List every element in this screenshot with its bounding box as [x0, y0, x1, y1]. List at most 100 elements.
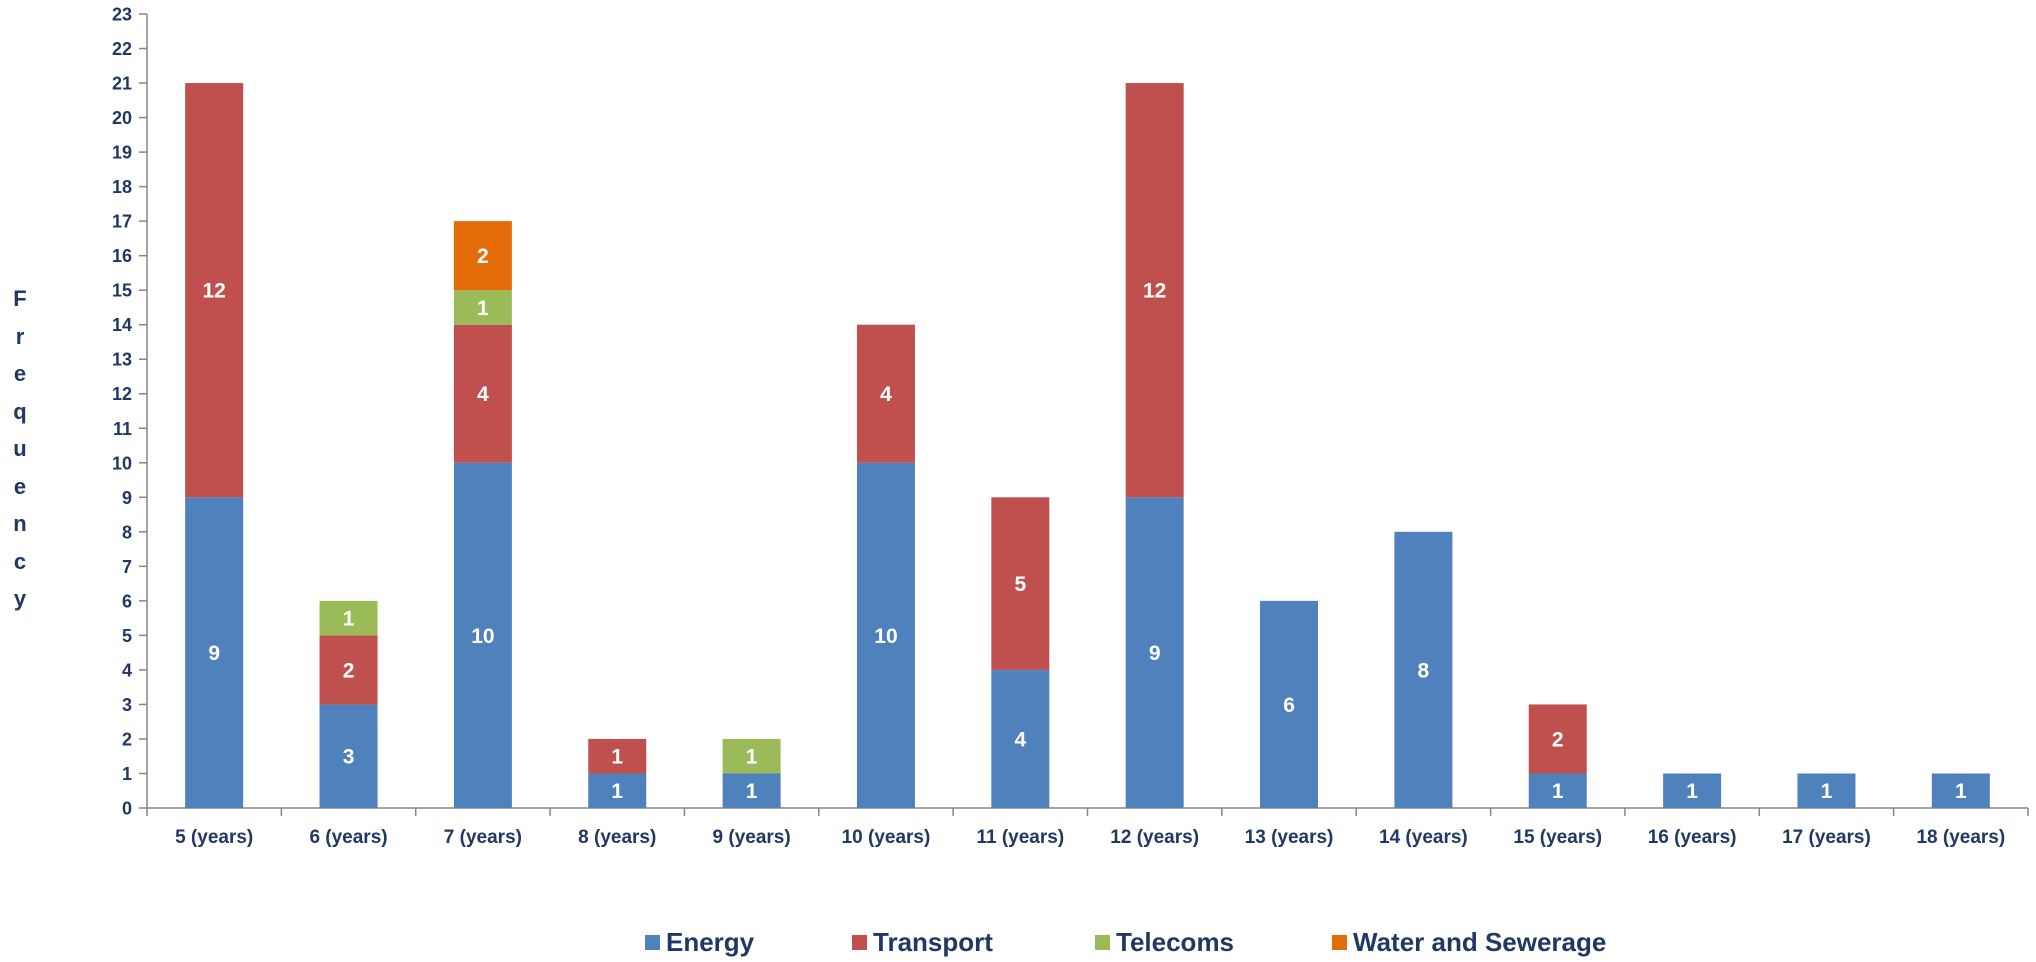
y-tick-label: 4: [122, 660, 132, 680]
bar-segment: [588, 738, 647, 774]
bar-segment: [1260, 600, 1319, 808]
bar-segment: [991, 497, 1050, 670]
bar-segment: [453, 290, 512, 325]
bar-segment: [185, 497, 244, 808]
y-tick-label: 2: [122, 729, 132, 749]
bar-segment: [319, 600, 378, 636]
x-tick-label: 9 (years): [713, 827, 791, 848]
data-label: 1: [611, 780, 623, 803]
bar-segment: [856, 462, 915, 808]
y-tick-label: 7: [122, 557, 132, 577]
legend-swatch: [1095, 934, 1110, 950]
x-tick-label: 14 (years): [1379, 827, 1468, 848]
y-tick-label: 15: [112, 281, 132, 301]
y-axis-label-char: e: [13, 361, 27, 386]
y-tick-label: 19: [112, 143, 132, 163]
chart-legend: Energy Transport Telecoms Water and Sewerag…: [0, 922, 2036, 962]
data-label: 1: [746, 746, 758, 769]
x-tick-label: 12 (years): [1110, 827, 1199, 848]
x-tick-label: 17 (years): [1782, 827, 1871, 848]
y-tick-label: 8: [122, 522, 132, 542]
x-tick-label: 5 (years): [175, 827, 253, 848]
legend-item: Transport: [852, 922, 993, 962]
y-tick-label: 3: [122, 695, 132, 715]
bar-segment: [1528, 704, 1587, 774]
data-label: 2: [343, 659, 355, 682]
y-axis-label-char: r: [15, 323, 25, 349]
bar-segment: [991, 669, 1050, 808]
legend-item: Water and Sewerage: [1332, 922, 1606, 962]
data-label: 4: [1014, 728, 1026, 751]
data-label: 10: [471, 625, 494, 648]
y-tick-label: 17: [112, 212, 132, 232]
y-tick-label: 23: [112, 5, 132, 25]
legend-label: Telecoms: [1116, 926, 1235, 957]
y-tick-label: 12: [112, 384, 132, 404]
x-tick-label: 16 (years): [1648, 827, 1737, 848]
y-tick-label: 9: [122, 488, 132, 508]
bar-segment: [1125, 83, 1184, 498]
y-tick-label: 14: [112, 315, 132, 335]
data-label: 12: [202, 280, 225, 303]
data-label: 2: [477, 245, 489, 268]
data-label: 4: [880, 383, 892, 406]
bar-segment: [319, 704, 378, 808]
y-tick-label: 0: [122, 799, 132, 819]
data-label: 2: [1552, 728, 1564, 751]
bar-segment: [185, 83, 244, 498]
data-label: 6: [1283, 694, 1295, 717]
bar-segment: [453, 221, 512, 291]
y-tick-label: 11: [113, 419, 132, 439]
data-label: 1: [1955, 780, 1967, 803]
data-label: 9: [208, 642, 220, 665]
y-tick-label: 16: [112, 246, 132, 266]
legend-swatch: [645, 934, 660, 950]
y-axis-label-char: c: [13, 548, 27, 574]
data-label: 5: [1014, 573, 1026, 596]
bar-segment: [1797, 773, 1856, 808]
data-label: 8: [1418, 659, 1430, 682]
legend-item: Telecoms: [1095, 922, 1234, 962]
data-label: 1: [611, 746, 623, 769]
y-axis-label-char: y: [13, 586, 27, 611]
y-tick-label: 21: [112, 74, 132, 94]
x-tick-label: 10 (years): [842, 827, 931, 848]
data-label: 1: [1686, 780, 1698, 803]
y-tick-label: 18: [112, 177, 132, 197]
y-tick-label: 1: [122, 764, 132, 784]
y-axis-label-char: u: [13, 436, 27, 461]
x-tick-label: 7 (years): [444, 827, 522, 848]
data-label: 10: [874, 625, 897, 648]
bar-segment: [1931, 773, 1990, 808]
y-tick-label: 6: [122, 591, 132, 611]
bar-segment: [453, 324, 512, 463]
bar-segment: [1528, 773, 1587, 808]
bar-segment: [453, 462, 512, 808]
y-axis-label-char: F: [13, 286, 27, 311]
data-label: 1: [343, 608, 355, 631]
bar-segment: [1125, 497, 1184, 808]
legend-item: Energy: [645, 922, 754, 962]
y-tick-label: 13: [112, 350, 132, 370]
legend-label: Transport: [873, 926, 993, 957]
legend-swatch: [1332, 934, 1347, 950]
data-label: 3: [343, 746, 355, 769]
bar-segment: [588, 773, 647, 808]
x-tick-label: 6 (years): [309, 827, 387, 848]
data-label: 1: [1821, 780, 1833, 803]
legend-label: Water and Sewerage: [1353, 926, 1607, 957]
x-tick-label: 11 (years): [976, 827, 1064, 848]
y-tick-label: 22: [112, 39, 132, 59]
y-axis-label-char: e: [13, 473, 27, 499]
x-tick-label: 13 (years): [1245, 827, 1334, 848]
bar-segment: [722, 738, 781, 774]
legend-swatch: [852, 934, 867, 950]
y-axis-label-char: q: [13, 398, 27, 424]
data-label: 1: [477, 297, 489, 320]
bar-segment: [1394, 531, 1453, 808]
x-tick-label: 8 (years): [578, 827, 656, 848]
data-label: 1: [1552, 780, 1564, 803]
y-tick-label: 10: [112, 453, 132, 473]
